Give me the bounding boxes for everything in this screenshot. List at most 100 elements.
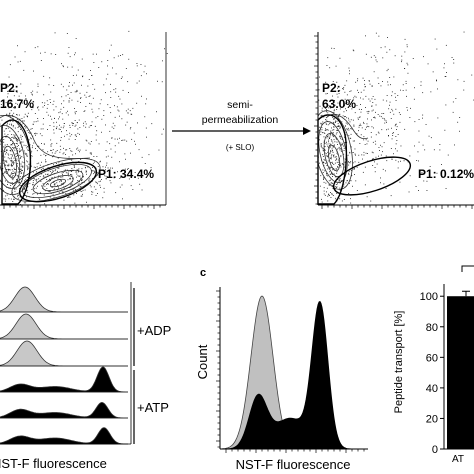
scatter-dot [3,198,5,200]
scatter-dot [23,144,25,146]
scatter-dot [45,22,46,23]
scatter-dot [88,142,90,144]
scatter-dot [377,114,379,115]
scatter-dot [382,168,384,170]
scatter-dot [329,171,330,173]
scatter-dot [10,154,12,155]
scatter-dot [356,190,358,191]
scatter-dot [392,135,394,136]
left-gate-p2 [1,119,32,205]
scatter-dot [92,162,94,164]
scatter-dot [379,115,381,117]
scatter-dot [14,149,16,151]
scatter-dot [349,73,350,75]
left-p2-value: 16.7% [0,97,34,111]
scatter-dot [27,149,29,151]
scatter-dot [389,77,391,78]
scatter-dot [425,124,427,125]
scatter-dot [2,155,4,157]
scatter-dot [27,167,28,169]
scatter-dot [81,179,83,180]
scatter-dot [323,187,325,189]
scatter-dot [42,128,44,130]
scatter-dot [342,164,344,165]
scatter-dot [209,95,210,96]
scatter-dot [40,52,41,54]
scatter-dot [397,167,399,169]
scatter-dot [76,173,78,175]
scatter-dot [77,149,79,151]
scatter-dot [26,189,28,191]
scatter-dot [25,127,27,129]
scatter-dot [17,175,19,177]
scatter-dot [74,111,76,113]
scatter-dot [103,170,105,172]
scatter-dot [11,137,13,138]
scatter-dot [18,145,19,146]
scatter-dot [81,84,82,86]
scatter-dot [67,173,69,175]
scatter-dot [105,78,107,80]
scatter-dot [74,91,76,93]
scatter-dot [17,197,19,199]
scatter-dot [371,119,372,121]
scatter-dot [37,107,39,108]
scatter-dot [348,173,350,175]
scatter-dot [459,130,460,132]
scatter-dot [339,127,341,129]
scatter-dot [31,189,33,190]
scatter-dot [380,144,381,146]
scatter-dot [12,177,14,179]
arrow-text-line2: permeabilization [202,114,279,126]
scatter-dot [418,119,420,120]
scatter-dot [394,55,396,57]
scatter-dot [326,111,327,113]
scatter-dot [161,81,163,83]
scatter-dot [391,159,393,160]
scatter-dot [63,187,65,189]
scatter-dot [74,134,76,136]
scatter-dot [17,171,19,173]
scatter-dot [24,188,25,190]
scatter-dot [69,177,71,179]
scatter-dot [17,180,19,182]
scatter-dot [439,144,441,145]
scatter-dot [59,116,60,118]
scatter-dot [325,128,326,130]
scatter-dot [71,122,73,124]
scatter-dot [157,80,158,82]
scatter-dot [328,194,330,196]
scatter-dot [61,162,63,164]
scatter-dot [124,168,126,170]
scatter-dot [114,151,116,153]
scatter-dot [43,75,45,77]
scatter-dot [96,53,97,55]
scatter-dot [19,204,21,205]
scatter-dot [36,180,37,182]
scatter-dot [365,53,367,55]
scatter-dot [19,118,21,120]
scatter-dot [130,113,132,115]
scatter-dot [15,188,17,190]
scatter-dot [10,164,12,166]
scatter-dot [51,118,53,120]
scatter-dot [330,255,331,256]
scatter-dot [364,128,366,130]
scatter-dot [53,184,55,186]
scatter-dot [52,170,54,172]
scatter-dot [319,126,321,128]
scatter-dot [315,145,316,146]
scatter-dot [340,142,342,144]
scatter-dot [83,125,85,127]
scatter-dot [77,132,79,134]
scatter-dot [359,143,361,144]
scatter-dot [463,89,465,91]
scatter-dot [18,125,20,127]
scatter-dot [6,194,8,196]
scatter-dot [409,155,411,157]
scatter-dot [8,165,10,167]
scatter-dot [65,95,67,97]
scatter-dot [27,112,29,114]
scatter-dot [17,210,18,211]
scatter-dot [138,80,140,82]
